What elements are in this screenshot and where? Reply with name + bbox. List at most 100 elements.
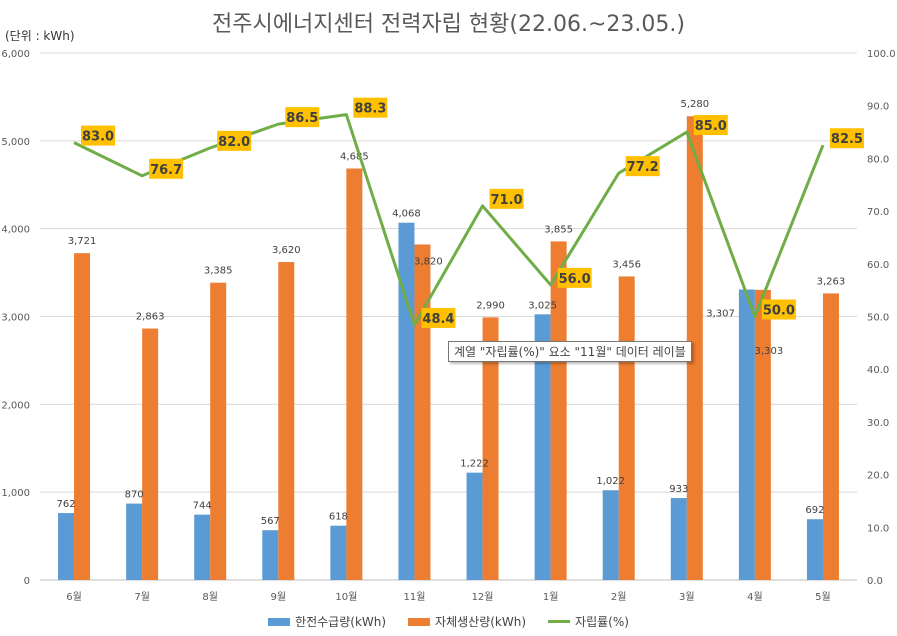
bar-self-production xyxy=(822,293,839,580)
line-self-sufficiency xyxy=(73,113,825,327)
legend-swatch xyxy=(268,617,291,626)
bar-self-production xyxy=(618,276,635,580)
bar-self-production xyxy=(346,168,363,580)
bar-self-production xyxy=(142,328,159,580)
bar-self-production xyxy=(550,241,567,580)
x-tick-label: 1월 xyxy=(543,591,559,603)
y2-tick-label: 10.0 xyxy=(867,523,889,534)
data-label-grid-supply: 567 xyxy=(261,516,280,527)
data-label-grid-supply: 762 xyxy=(56,499,75,510)
x-tick-label: 6월 xyxy=(66,591,82,603)
data-label-self-production: 3,456 xyxy=(612,259,641,270)
data-label-box xyxy=(625,156,660,177)
y-tick-label: 1,000 xyxy=(1,488,30,499)
unit-label: (단위 : kWh) xyxy=(5,29,75,43)
bar-self-production xyxy=(414,244,431,580)
data-label-self-production: 3,855 xyxy=(544,224,573,235)
data-label-grid-supply: 3,025 xyxy=(528,300,557,311)
data-label-box xyxy=(217,130,252,151)
legend-swatch xyxy=(408,617,431,626)
data-label-self-sufficiency: 88.3 xyxy=(354,102,386,117)
tooltip: 계열 "자립률(%)" 요소 "11월" 데이터 레이블 xyxy=(448,341,692,362)
bar-self-production xyxy=(278,262,295,580)
bar-grid-supply xyxy=(602,490,619,580)
y-tick-label: 0 xyxy=(24,576,30,587)
data-label-grid-supply: 744 xyxy=(193,501,212,512)
data-label-self-sufficiency: 56.0 xyxy=(559,272,591,287)
data-label-box xyxy=(557,267,592,288)
legend-item-grid-supply[interactable]: 한전수급량(kWh) xyxy=(268,613,386,630)
y2-tick-label: 0.0 xyxy=(867,576,883,587)
bar-self-production xyxy=(210,282,227,580)
legend-label: 한전수급량(kWh) xyxy=(295,615,387,629)
data-label-grid-supply: 692 xyxy=(805,505,824,516)
y-tick-label: 5,000 xyxy=(1,137,30,148)
bar-grid-supply xyxy=(534,314,551,580)
data-label-grid-supply: 1,222 xyxy=(460,459,489,470)
data-label-box xyxy=(285,107,320,128)
data-label-grid-supply: 870 xyxy=(125,490,144,501)
legend-label: 자체생산량(kWh) xyxy=(435,615,527,629)
bar-self-production xyxy=(754,289,771,580)
bar-grid-supply xyxy=(466,472,483,580)
bar-self-production xyxy=(482,317,499,580)
data-label-self-sufficiency: 71.0 xyxy=(491,193,523,208)
x-tick-label: 5월 xyxy=(815,591,831,603)
data-label-grid-supply: 3,307 xyxy=(706,309,735,320)
bar-grid-supply xyxy=(330,525,347,580)
y2-tick-label: 30.0 xyxy=(867,418,889,429)
x-tick-label: 7월 xyxy=(134,591,150,603)
data-label-grid-supply: 618 xyxy=(329,512,348,523)
x-tick-label: 2월 xyxy=(611,591,627,603)
data-label-box xyxy=(149,158,184,179)
x-tick-label: 12월 xyxy=(472,591,494,603)
data-label-box xyxy=(761,299,796,320)
bar-grid-supply xyxy=(194,514,211,580)
data-label-self-production: 3,303 xyxy=(755,346,784,357)
legend-label: 자립률(%) xyxy=(575,615,629,629)
legend-item-self-production[interactable]: 자체생산량(kWh) xyxy=(408,613,526,630)
y2-tick-label: 20.0 xyxy=(867,471,889,482)
y2-tick-label: 80.0 xyxy=(867,154,889,165)
data-label-self-production: 3,385 xyxy=(204,266,233,277)
data-label-self-production: 5,280 xyxy=(680,99,709,110)
bar-grid-supply xyxy=(262,530,279,580)
data-label-self-production: 2,863 xyxy=(136,312,165,323)
data-label-self-sufficiency: 86.5 xyxy=(286,111,318,126)
data-label-box xyxy=(353,97,388,118)
x-tick-label: 10월 xyxy=(335,591,357,603)
y2-tick-label: 50.0 xyxy=(867,313,889,324)
data-label-self-production: 2,990 xyxy=(476,300,505,311)
legend-swatch xyxy=(548,620,571,623)
data-label-self-production: 3,620 xyxy=(272,245,301,256)
data-label-box xyxy=(693,115,728,136)
data-label-box xyxy=(829,128,864,149)
y2-tick-label: 70.0 xyxy=(867,207,889,218)
y2-tick-label: 90.0 xyxy=(867,102,889,113)
y2-tick-label: 100.0 xyxy=(867,49,896,60)
bar-self-production xyxy=(74,253,91,580)
data-label-box xyxy=(421,307,456,328)
legend-item-self-sufficiency[interactable]: 자립률(%) xyxy=(548,613,629,630)
bar-self-production xyxy=(686,116,703,581)
data-label-grid-supply: 4,068 xyxy=(392,209,421,220)
data-label-self-production: 3,820 xyxy=(414,256,443,267)
data-label-box xyxy=(81,125,116,146)
data-label-grid-supply: 933 xyxy=(669,484,688,495)
data-label-self-sufficiency: 82.0 xyxy=(218,135,250,150)
x-tick-label: 8월 xyxy=(202,591,218,603)
bar-grid-supply xyxy=(126,503,143,580)
y2-tick-label: 40.0 xyxy=(867,365,889,376)
x-tick-label: 4월 xyxy=(747,591,763,603)
x-tick-label: 11월 xyxy=(403,591,425,603)
data-label-box xyxy=(489,188,524,209)
bar-grid-supply xyxy=(58,513,75,580)
bar-grid-supply xyxy=(398,222,415,580)
bar-grid-supply xyxy=(670,498,687,580)
data-label-self-production: 3,263 xyxy=(817,276,846,287)
x-tick-label: 3월 xyxy=(679,591,695,603)
data-label-grid-supply: 1,022 xyxy=(596,476,625,487)
x-tick-label: 9월 xyxy=(271,591,287,603)
